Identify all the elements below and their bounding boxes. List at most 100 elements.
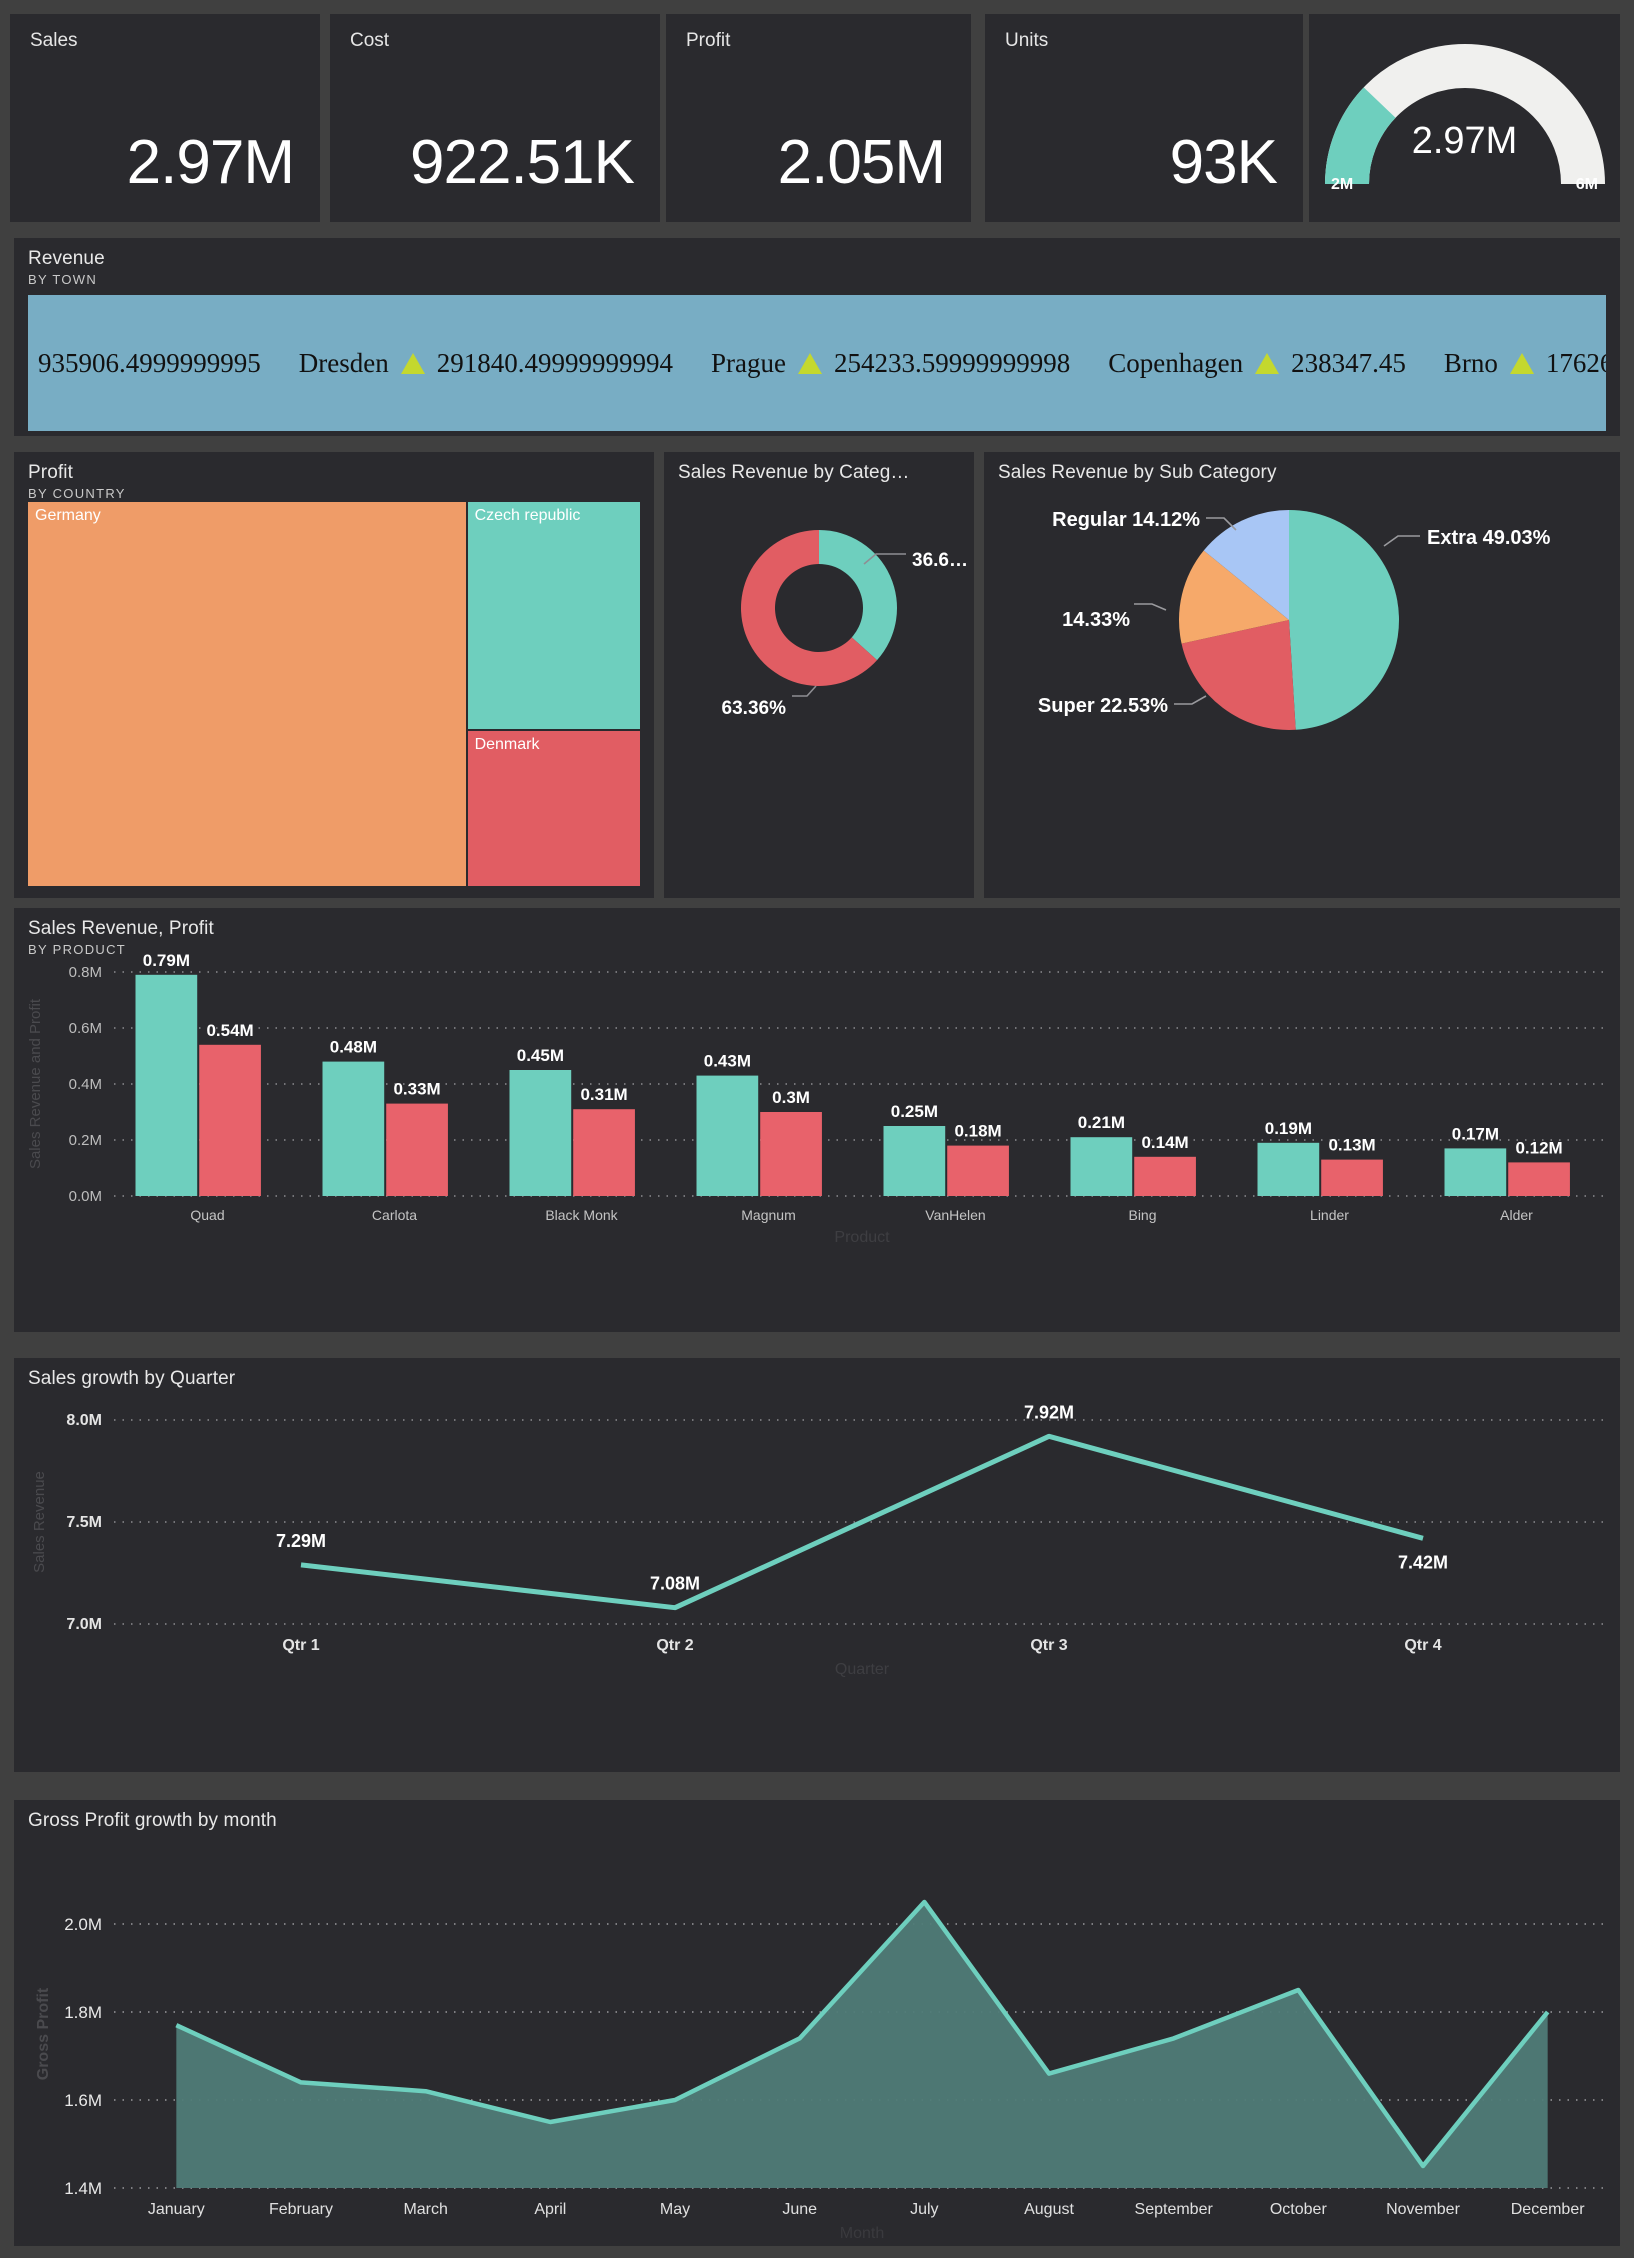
bar-profit[interactable]: [1134, 1156, 1196, 1196]
bar-sales-revenue[interactable]: [696, 1075, 759, 1196]
y-tick-label: 1.4M: [64, 2179, 102, 2198]
treemap-node-label: Germany: [35, 507, 101, 524]
kpi-label: Cost: [350, 30, 390, 51]
sales-revenue-by-sub-category-panel[interactable]: Sales Revenue by Sub Category Extra 49.0…: [984, 452, 1620, 898]
bar-sales-revenue[interactable]: [322, 1061, 385, 1196]
ticker-item[interactable]: Copenhagen 238347.45: [1108, 348, 1406, 379]
bar-sales-revenue[interactable]: [509, 1070, 572, 1196]
bar-sales-revenue[interactable]: [1070, 1137, 1133, 1196]
x-tick-label: Qtr 1: [282, 1637, 319, 1654]
x-tick-label: November: [1386, 2201, 1460, 2218]
y-tick-label: 0.6M: [69, 1020, 102, 1037]
bar-profit[interactable]: [760, 1112, 822, 1196]
x-tick-label: Qtr 2: [656, 1637, 693, 1654]
ticker-item[interactable]: Dresden 291840.49999999994: [299, 348, 673, 379]
x-tick-label: January: [148, 2201, 205, 2218]
ticker-item[interactable]: Prague 254233.59999999998: [711, 348, 1070, 379]
donut-chart[interactable]: 36.6… 63.36%: [664, 486, 974, 736]
gauge-card-sales[interactable]: 2.97M 2M 6M: [1309, 14, 1620, 222]
pie-slice[interactable]: [1181, 620, 1296, 730]
x-axis-title: Month: [840, 2225, 884, 2240]
pie-slice[interactable]: [1289, 510, 1400, 730]
gauge-arc: [1325, 44, 1605, 185]
leader-line: [1174, 695, 1207, 705]
panel-title: Revenue: [28, 248, 105, 269]
bar-profit[interactable]: [386, 1103, 448, 1196]
x-tick-label: Carlota: [372, 1207, 417, 1223]
kpi-card-cost[interactable]: Cost 922.51K: [330, 14, 660, 222]
kpi-card-sales[interactable]: Sales 2.97M: [10, 14, 320, 222]
up-triangle-icon: [400, 352, 425, 374]
treemap-node-denmark[interactable]: Denmark: [467, 730, 640, 886]
area-line[interactable]: [175, 1899, 1550, 2169]
x-tick-label: July: [910, 2201, 938, 2218]
line-series[interactable]: [300, 1433, 1424, 1611]
bar-profit[interactable]: [199, 1044, 261, 1196]
bar-sales-revenue[interactable]: [1444, 1148, 1507, 1196]
sales-growth-by-quarter-panel[interactable]: Sales growth by Quarter 7.0M 7.5M 8.0M Sale…: [14, 1358, 1620, 1772]
kpi-card-profit[interactable]: Profit 2.05M: [666, 14, 971, 222]
bar-sales-revenue[interactable]: [1257, 1142, 1320, 1196]
kpi-value: 922.51K: [410, 128, 635, 197]
sales-revenue-by-category-panel[interactable]: Sales Revenue by Categ… 36.6… 63.36%: [664, 452, 974, 898]
x-tick-label: October: [1270, 2201, 1328, 2218]
leader-line: [863, 553, 906, 565]
kpi-value: 2.05M: [777, 128, 946, 197]
x-tick-label: September: [1135, 2201, 1214, 2218]
pie-chart[interactable]: Extra 49.03% Regular 14.12% 14.33% Super 22…: [984, 480, 1620, 740]
line-chart[interactable]: 7.0M 7.5M 8.0M Sales Revenue 7.29M 7.08M 7.92M…: [14, 1394, 1620, 1694]
y-axis-title: Sales Revenue and Profit: [27, 998, 44, 1169]
revenue-by-town-panel[interactable]: Revenue BY TOWN 935906.4999999995 Dresden…: [14, 238, 1620, 436]
y-tick-label: 7.5M: [66, 1514, 102, 1531]
pie-slice[interactable]: [1179, 550, 1289, 644]
ticker-item[interactable]: Brno 176265: [1444, 348, 1606, 379]
bar-value-label: 0.79M: [143, 954, 190, 970]
ticker-town-name: Copenhagen: [1108, 347, 1244, 378]
treemap-node-czech-republic[interactable]: Czech republic: [467, 502, 640, 729]
x-tick-label: April: [534, 2201, 566, 2218]
bar-value-label: 0.21M: [1078, 1113, 1125, 1132]
bar-value-label: 0.48M: [330, 1038, 377, 1057]
bar-value-label: 0.13M: [1328, 1136, 1375, 1155]
y-tick-label: 8.0M: [66, 1412, 102, 1429]
kpi-card-units[interactable]: Units 93K: [985, 14, 1303, 222]
x-tick-label: March: [403, 2201, 447, 2218]
x-tick-label: Qtr 4: [1404, 1637, 1441, 1654]
bar-chart[interactable]: 0.0M 0.2M 0.4M 0.6M 0.8M Sales Revenue and Pr…: [14, 954, 1620, 1244]
bar-profit[interactable]: [1508, 1162, 1570, 1196]
bar-profit[interactable]: [1321, 1159, 1383, 1196]
bar-value-label: 0.43M: [704, 1052, 751, 1071]
kpi-label: Profit: [686, 30, 731, 51]
x-tick-label: Magnum: [741, 1207, 795, 1223]
x-tick-label: Black Monk: [545, 1207, 618, 1223]
kpi-value: 93K: [1169, 128, 1278, 197]
bar-value-label: 0.17M: [1452, 1124, 1499, 1143]
bar-profit[interactable]: [573, 1109, 635, 1196]
donut-slice[interactable]: [819, 530, 897, 661]
bar-profit[interactable]: [947, 1145, 1009, 1196]
leader-line: [1206, 517, 1237, 531]
sales-revenue-profit-by-product-panel[interactable]: Sales Revenue, Profit BY PRODUCT 0.0M 0.2…: [14, 908, 1620, 1332]
treemap-node-germany[interactable]: Germany: [28, 502, 466, 886]
ticker-town-name: Prague: [710, 347, 786, 378]
bar-value-label: 0.25M: [891, 1102, 938, 1121]
ticker-strip[interactable]: 935906.4999999995 Dresden 291840.499999999…: [28, 295, 1606, 431]
panel-subtitle: BY PRODUCT: [28, 942, 126, 957]
x-axis-title: Product: [834, 1229, 890, 1244]
bar-value-label: 0.3M: [772, 1088, 810, 1107]
line-value-label: 7.08M: [650, 1574, 700, 1594]
gross-profit-growth-by-month-panel[interactable]: Gross Profit growth by month 1.4M 1.6M 1.8…: [14, 1800, 1620, 2246]
y-tick-label: 1.8M: [64, 2003, 102, 2022]
bar-sales-revenue[interactable]: [883, 1126, 946, 1196]
pie-slice[interactable]: [1203, 510, 1289, 620]
donut-slice[interactable]: [741, 530, 878, 686]
area-chart[interactable]: 1.4M 1.6M 1.8M 2.0M Gross Profit January Febru…: [14, 1840, 1620, 2240]
pie-label-extra: Extra 49.03%: [1427, 527, 1551, 549]
gauge-min-label: 2M: [1331, 176, 1354, 193]
ticker-items: 935906.4999999995 Dresden 291840.499999999…: [28, 348, 1606, 379]
panel-subtitle: BY COUNTRY: [28, 486, 126, 501]
x-axis-title: Quarter: [835, 1661, 890, 1678]
bar-sales-revenue[interactable]: [135, 974, 198, 1196]
profit-by-country-panel[interactable]: Profit BY COUNTRY Germany Czech republic…: [14, 452, 654, 898]
ticker-item[interactable]: 935906.4999999995: [28, 348, 261, 379]
